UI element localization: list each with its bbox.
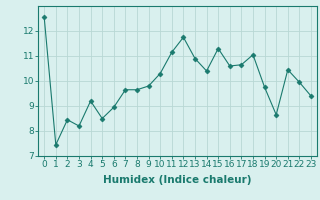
X-axis label: Humidex (Indice chaleur): Humidex (Indice chaleur) [103, 175, 252, 185]
